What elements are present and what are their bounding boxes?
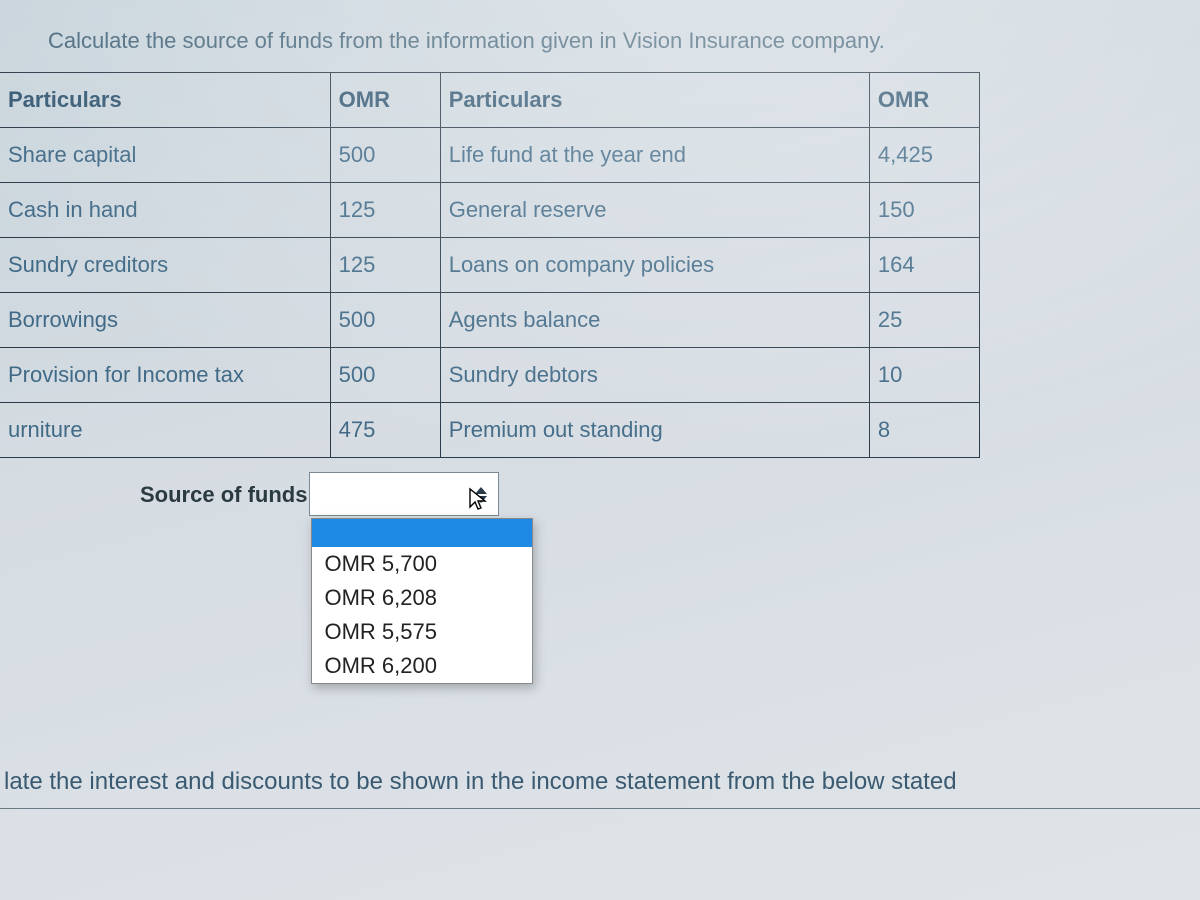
table-header-row: Particulars OMR Particulars OMR xyxy=(0,73,980,128)
header-omr-2: OMR xyxy=(869,73,979,128)
cell-particulars: Borrowings xyxy=(0,293,330,348)
cell-omr: 8 xyxy=(869,403,979,458)
cell-omr: 164 xyxy=(869,238,979,293)
table-row: urniture 475 Premium out standing 8 xyxy=(0,403,980,458)
cell-particulars: urniture xyxy=(0,403,330,458)
dropdown-option[interactable]: OMR 6,200 xyxy=(312,649,532,683)
source-of-funds-label: Source of funds xyxy=(140,472,309,508)
chevron-up-icon xyxy=(475,487,487,494)
table-row: Borrowings 500 Agents balance 25 xyxy=(0,293,980,348)
cell-omr: 125 xyxy=(330,183,440,238)
table-row: Share capital 500 Life fund at the year … xyxy=(0,128,980,183)
cell-particulars: Premium out standing xyxy=(440,403,869,458)
cell-particulars: Loans on company policies xyxy=(440,238,869,293)
cell-omr: 25 xyxy=(869,293,979,348)
spinner-icon[interactable] xyxy=(470,479,492,511)
header-particulars-2: Particulars xyxy=(440,73,869,128)
header-particulars-1: Particulars xyxy=(0,73,330,128)
cell-omr: 500 xyxy=(330,293,440,348)
cell-omr: 4,425 xyxy=(869,128,979,183)
chevron-down-icon xyxy=(475,496,487,503)
cell-omr: 10 xyxy=(869,348,979,403)
dropdown-list[interactable]: OMR 5,700 OMR 6,208 OMR 5,575 OMR 6,200 xyxy=(311,518,533,684)
cell-particulars: Cash in hand xyxy=(0,183,330,238)
table-row: Cash in hand 125 General reserve 150 xyxy=(0,183,980,238)
cell-omr: 150 xyxy=(869,183,979,238)
cell-particulars: Provision for Income tax xyxy=(0,348,330,403)
dropdown-option[interactable]: OMR 5,700 xyxy=(312,547,532,581)
cell-particulars: Sundry debtors xyxy=(440,348,869,403)
cell-omr: 475 xyxy=(330,403,440,458)
cell-omr: 500 xyxy=(330,348,440,403)
divider xyxy=(0,808,1200,809)
cell-particulars: Agents balance xyxy=(440,293,869,348)
table-row: Provision for Income tax 500 Sundry debt… xyxy=(0,348,980,403)
cell-omr: 500 xyxy=(330,128,440,183)
cell-particulars: General reserve xyxy=(440,183,869,238)
source-of-funds-dropdown[interactable] xyxy=(309,472,499,516)
cell-particulars: Share capital xyxy=(0,128,330,183)
next-question-text: late the interest and discounts to be sh… xyxy=(0,768,1200,796)
cell-particulars: Sundry creditors xyxy=(0,238,330,293)
dropdown-highlight[interactable] xyxy=(312,519,532,547)
dropdown-option[interactable]: OMR 6,208 xyxy=(312,581,532,615)
question-prompt: Calculate the source of funds from the i… xyxy=(0,28,1200,72)
funds-table: Particulars OMR Particulars OMR Share ca… xyxy=(0,72,980,458)
header-omr-1: OMR xyxy=(330,73,440,128)
cell-omr: 125 xyxy=(330,238,440,293)
dropdown-option[interactable]: OMR 5,575 xyxy=(312,615,532,649)
table-row: Sundry creditors 125 Loans on company po… xyxy=(0,238,980,293)
cell-particulars: Life fund at the year end xyxy=(440,128,869,183)
